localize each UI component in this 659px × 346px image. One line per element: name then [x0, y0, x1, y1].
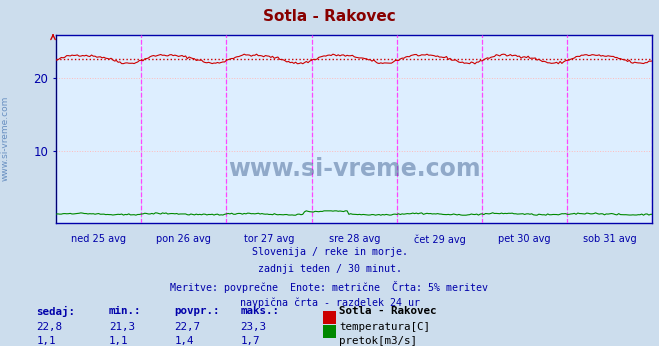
- Text: 1,7: 1,7: [241, 336, 260, 346]
- Text: www.si-vreme.com: www.si-vreme.com: [228, 157, 480, 181]
- Text: 1,1: 1,1: [109, 336, 129, 346]
- Text: navpična črta - razdelek 24 ur: navpična črta - razdelek 24 ur: [239, 297, 420, 308]
- Text: 1,1: 1,1: [36, 336, 56, 346]
- Text: 22,7: 22,7: [175, 322, 200, 333]
- Text: sob 31 avg: sob 31 avg: [583, 234, 637, 244]
- Text: ned 25 avg: ned 25 avg: [71, 234, 126, 244]
- Text: pon 26 avg: pon 26 avg: [156, 234, 212, 244]
- Text: čet 29 avg: čet 29 avg: [414, 234, 465, 245]
- Text: sedaj:: sedaj:: [36, 306, 75, 317]
- Text: Sotla - Rakovec: Sotla - Rakovec: [339, 306, 437, 316]
- Text: pet 30 avg: pet 30 avg: [498, 234, 551, 244]
- Text: maks.:: maks.:: [241, 306, 279, 316]
- Text: 23,3: 23,3: [241, 322, 266, 333]
- Text: pretok[m3/s]: pretok[m3/s]: [339, 336, 417, 346]
- Text: Slovenija / reke in morje.: Slovenija / reke in morje.: [252, 247, 407, 257]
- Text: zadnji teden / 30 minut.: zadnji teden / 30 minut.: [258, 264, 401, 274]
- Text: povpr.:: povpr.:: [175, 306, 220, 316]
- Text: min.:: min.:: [109, 306, 141, 316]
- Text: Sotla - Rakovec: Sotla - Rakovec: [263, 9, 396, 24]
- Text: Meritve: povprečne  Enote: metrične  Črta: 5% meritev: Meritve: povprečne Enote: metrične Črta:…: [171, 281, 488, 293]
- Text: www.si-vreme.com: www.si-vreme.com: [1, 96, 10, 181]
- Text: temperatura[C]: temperatura[C]: [339, 322, 430, 333]
- Text: 22,8: 22,8: [36, 322, 62, 333]
- Text: tor 27 avg: tor 27 avg: [244, 234, 294, 244]
- Text: 1,4: 1,4: [175, 336, 194, 346]
- Text: 21,3: 21,3: [109, 322, 134, 333]
- Text: sre 28 avg: sre 28 avg: [329, 234, 380, 244]
